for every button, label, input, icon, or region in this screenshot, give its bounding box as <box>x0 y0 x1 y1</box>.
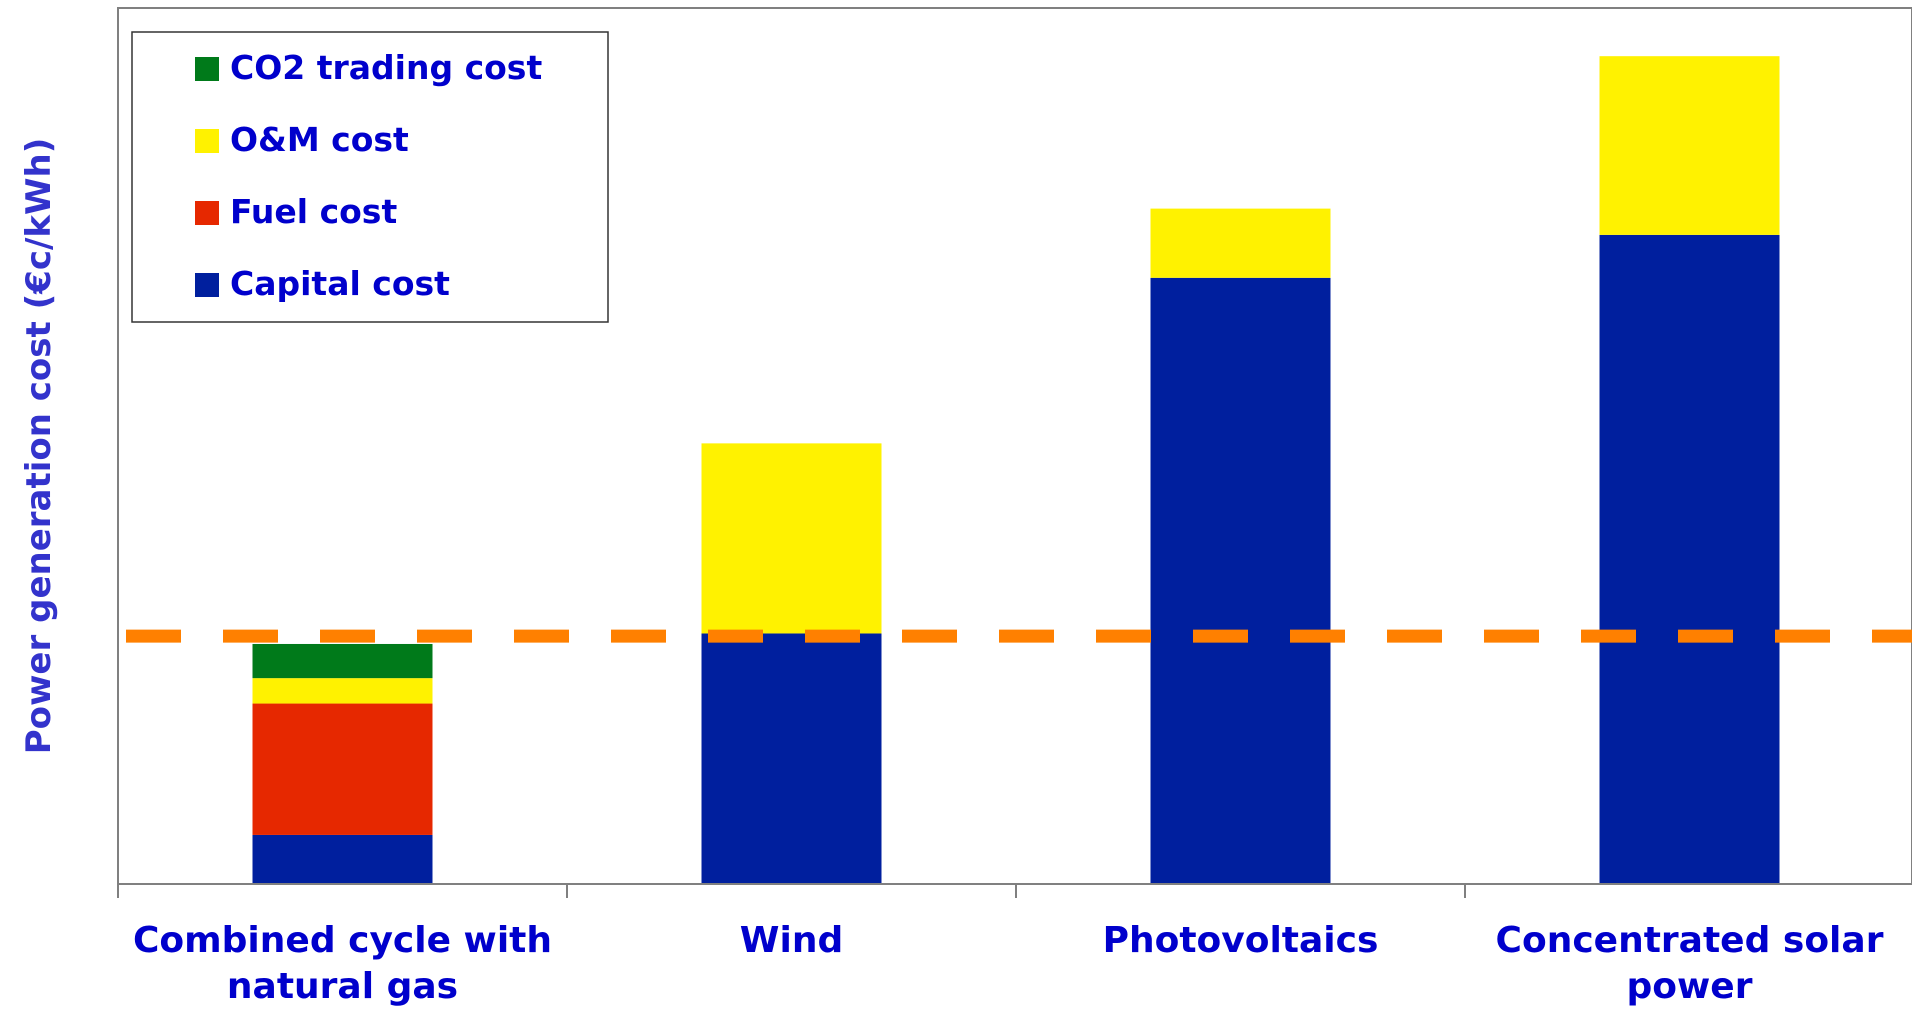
legend-swatch <box>195 57 219 81</box>
x-tick-label: Photovoltaics <box>1103 920 1379 961</box>
x-tick-label: Wind <box>740 920 843 961</box>
bar-segment-co2-trading-cost <box>252 643 433 679</box>
x-axis <box>117 883 1912 898</box>
bars-group <box>252 56 1780 885</box>
y-axis-label: Power generation cost (€c/kWh) <box>19 138 59 755</box>
bar-segment-o-m-cost <box>701 443 882 634</box>
bar-segment-o-m-cost <box>1599 56 1780 235</box>
x-tick-label: Concentrated solar power <box>1496 920 1884 1007</box>
legend-label: Fuel cost <box>230 192 397 231</box>
bar-segment-capital-cost <box>1599 234 1780 884</box>
bar-segment-capital-cost <box>701 633 882 884</box>
legend-label: CO2 trading cost <box>230 48 542 87</box>
bar-segment-o-m-cost <box>1150 208 1331 278</box>
legend-swatch <box>195 273 219 297</box>
bar-segment-fuel-cost <box>252 703 433 835</box>
legend-swatch <box>195 129 219 153</box>
x-tick-label: Combined cycle with natural gas <box>133 920 552 1007</box>
bar-segment-o-m-cost <box>252 678 433 704</box>
legend-label: Capital cost <box>230 264 450 303</box>
legend-swatch <box>195 201 219 225</box>
bar-segment-capital-cost <box>1150 277 1331 885</box>
bar-segment-capital-cost <box>252 834 433 884</box>
legend: CO2 trading cost O&M cost Fuel cost Capital… <box>131 31 609 323</box>
x-tick-labels: Combined cycle with natural gas Wind Photov… <box>133 920 1884 1007</box>
legend-label: O&M cost <box>230 120 409 159</box>
